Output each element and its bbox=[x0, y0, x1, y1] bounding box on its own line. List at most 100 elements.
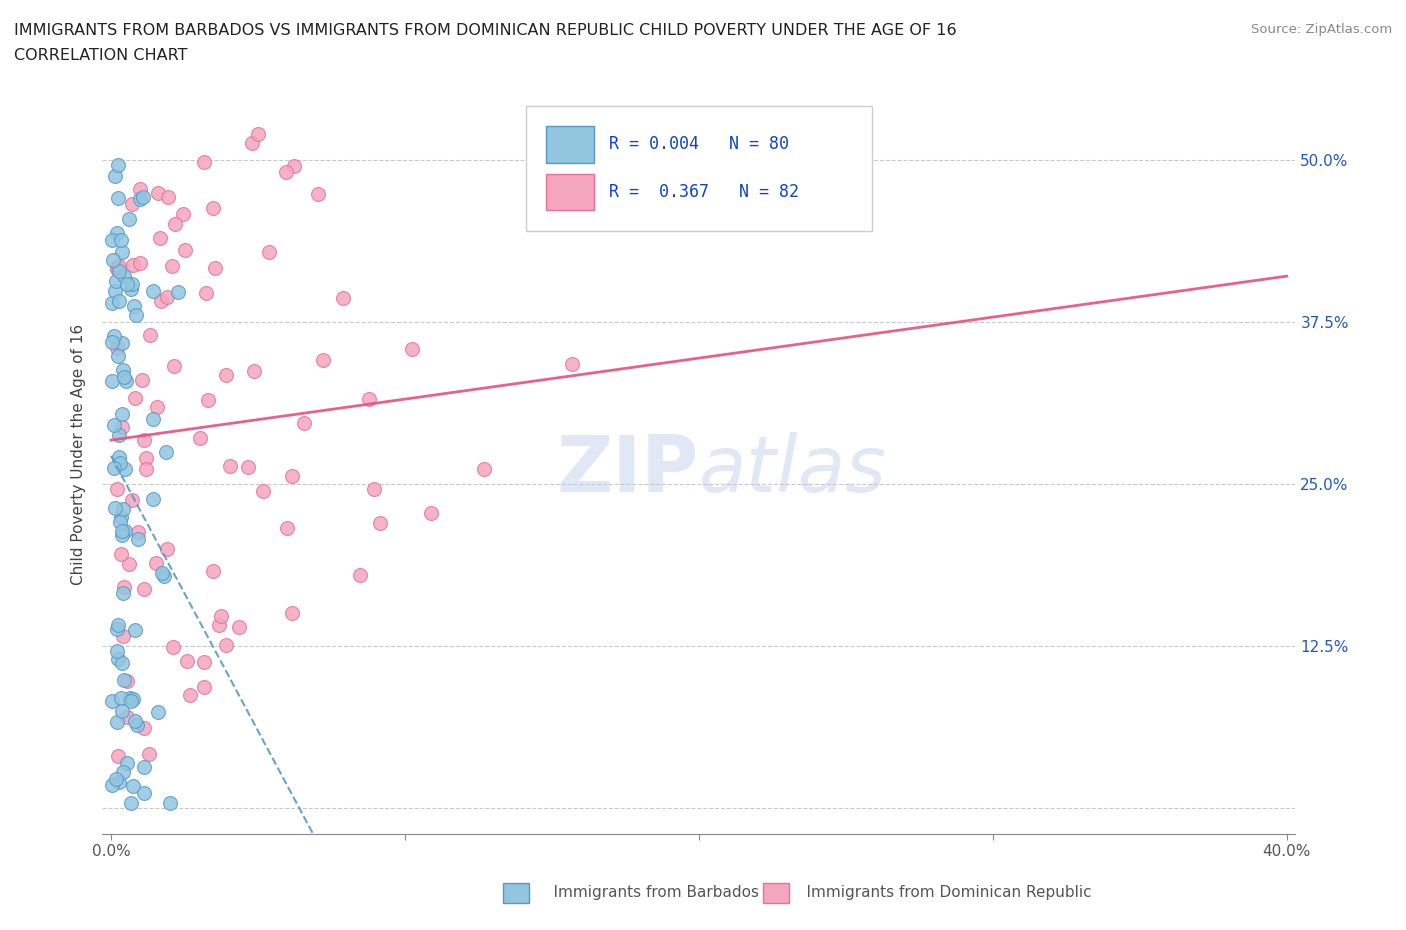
Point bbox=[101, 334, 124, 349]
Point bbox=[215, 367, 238, 382]
Point bbox=[159, 795, 181, 810]
Point bbox=[101, 374, 124, 389]
Point bbox=[149, 293, 172, 308]
Point bbox=[121, 277, 143, 292]
Point bbox=[134, 581, 156, 596]
Text: Immigrants from Barbados: Immigrants from Barbados bbox=[534, 885, 759, 900]
Text: atlas: atlas bbox=[699, 432, 887, 508]
Point bbox=[153, 569, 176, 584]
Point bbox=[359, 392, 381, 406]
Point bbox=[104, 284, 127, 299]
Point bbox=[103, 418, 125, 432]
Point bbox=[122, 299, 145, 313]
Point bbox=[111, 336, 134, 351]
Point bbox=[252, 484, 274, 498]
Point bbox=[115, 277, 138, 292]
Point bbox=[121, 196, 143, 211]
Point bbox=[201, 564, 224, 578]
Point bbox=[156, 190, 179, 205]
Point bbox=[115, 755, 138, 770]
Point bbox=[193, 655, 215, 670]
Point bbox=[111, 528, 134, 543]
Point bbox=[195, 286, 218, 300]
Point bbox=[110, 547, 132, 562]
Point bbox=[156, 289, 179, 304]
Point bbox=[283, 158, 305, 173]
Point bbox=[368, 515, 391, 530]
Point bbox=[112, 268, 135, 283]
Point bbox=[104, 273, 127, 288]
Text: Immigrants from Dominican Republic: Immigrants from Dominican Republic bbox=[787, 885, 1092, 900]
Point bbox=[128, 256, 150, 271]
Point bbox=[108, 774, 131, 789]
Point bbox=[107, 191, 129, 206]
Point bbox=[561, 357, 583, 372]
Point bbox=[149, 230, 172, 245]
FancyBboxPatch shape bbox=[546, 174, 593, 210]
Point bbox=[142, 492, 165, 507]
Point bbox=[127, 525, 149, 539]
Point bbox=[215, 637, 238, 652]
Point bbox=[132, 190, 155, 205]
Point bbox=[110, 455, 132, 470]
Point bbox=[124, 713, 146, 728]
Point bbox=[103, 328, 125, 343]
Y-axis label: Child Poverty Under the Age of 16: Child Poverty Under the Age of 16 bbox=[72, 324, 86, 585]
Point bbox=[125, 717, 148, 732]
Point bbox=[112, 502, 135, 517]
Point bbox=[176, 654, 198, 669]
Point bbox=[128, 192, 150, 206]
Point bbox=[101, 296, 124, 311]
Point bbox=[124, 391, 146, 405]
Point bbox=[105, 261, 128, 276]
Text: ZIP: ZIP bbox=[557, 432, 699, 508]
Point bbox=[145, 556, 167, 571]
Point bbox=[101, 253, 124, 268]
Point bbox=[218, 458, 240, 473]
Point bbox=[150, 566, 173, 581]
Point bbox=[110, 514, 132, 529]
Point bbox=[105, 621, 128, 636]
Point bbox=[115, 710, 138, 724]
Point bbox=[112, 672, 135, 687]
Point bbox=[117, 673, 139, 688]
Point bbox=[110, 232, 132, 247]
Point bbox=[122, 258, 145, 272]
Point bbox=[105, 225, 128, 240]
Point bbox=[111, 245, 134, 259]
Point bbox=[138, 746, 160, 761]
Point bbox=[121, 691, 143, 706]
Point bbox=[162, 639, 184, 654]
Point bbox=[107, 349, 129, 364]
Point bbox=[118, 691, 141, 706]
Point bbox=[105, 482, 128, 497]
Point bbox=[419, 506, 441, 521]
Point bbox=[111, 629, 134, 644]
Point bbox=[111, 419, 134, 434]
Point bbox=[135, 451, 157, 466]
Point bbox=[163, 359, 186, 374]
Point bbox=[202, 201, 225, 216]
Point bbox=[110, 510, 132, 525]
Point bbox=[243, 364, 266, 379]
FancyBboxPatch shape bbox=[526, 106, 872, 231]
Point bbox=[167, 285, 190, 299]
Point bbox=[108, 263, 131, 278]
Point bbox=[124, 623, 146, 638]
Point bbox=[107, 749, 129, 764]
Point bbox=[124, 308, 146, 323]
Point bbox=[156, 542, 179, 557]
Point bbox=[142, 412, 165, 427]
Point bbox=[132, 721, 155, 736]
Point bbox=[122, 778, 145, 793]
Point bbox=[139, 327, 162, 342]
Point bbox=[105, 341, 128, 356]
Point bbox=[101, 693, 124, 708]
Point bbox=[163, 217, 186, 232]
Point bbox=[174, 243, 197, 258]
Point bbox=[103, 460, 125, 475]
Text: Source: ZipAtlas.com: Source: ZipAtlas.com bbox=[1251, 23, 1392, 36]
Text: CORRELATION CHART: CORRELATION CHART bbox=[14, 48, 187, 63]
Point bbox=[112, 363, 135, 378]
Point bbox=[107, 651, 129, 666]
